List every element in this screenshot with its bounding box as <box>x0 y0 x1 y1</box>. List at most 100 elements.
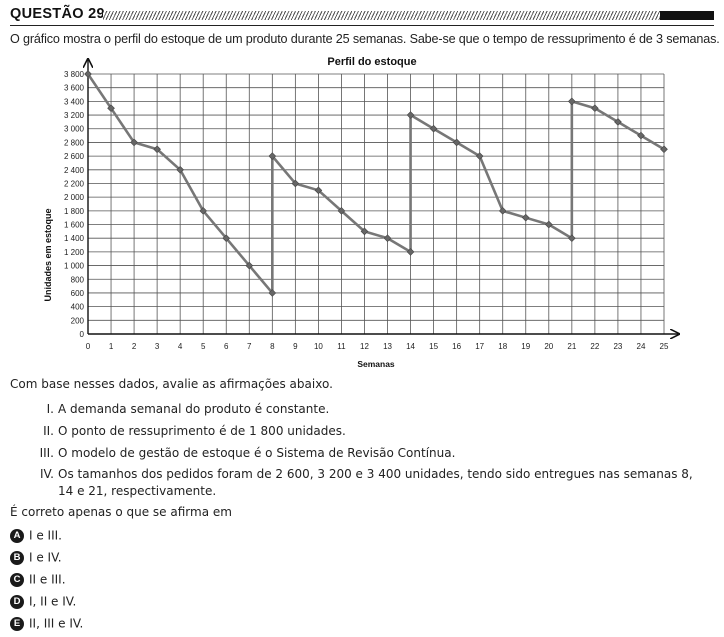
statement-text: A demanda semanal do produto é constante… <box>58 402 330 416</box>
x-tick-label: 6 <box>224 342 229 351</box>
option-d[interactable]: D I, II e IV. <box>10 594 76 610</box>
x-tick-label: 3 <box>155 342 160 351</box>
intro-text: O gráfico mostra o perfil do estoque de … <box>10 32 720 46</box>
option-text: I e III. <box>29 528 62 543</box>
option-letter-badge: D <box>10 594 24 609</box>
option-a[interactable]: A I e III. <box>10 528 62 544</box>
y-tick-label: 0 <box>80 330 85 339</box>
x-tick-label: 7 <box>247 342 252 351</box>
data-point <box>176 165 184 174</box>
data-point <box>360 227 369 236</box>
x-tick-label: 11 <box>337 342 346 351</box>
data-point <box>521 213 530 222</box>
option-b[interactable]: B I e IV. <box>10 550 62 566</box>
x-tick-label: 0 <box>86 342 91 351</box>
data-point <box>245 261 254 270</box>
x-tick-label: 23 <box>613 342 622 351</box>
data-point <box>591 104 599 113</box>
data-point <box>268 289 277 297</box>
statement-text: O modelo de gestão de estoque é o Sistem… <box>58 446 456 460</box>
statement-text: O ponto de ressuprimento é de 1 800 unid… <box>58 424 346 438</box>
chart-axes <box>88 60 678 334</box>
data-point <box>199 207 208 215</box>
statement-number: IV. <box>39 467 54 481</box>
statement-text: Os tamanhos dos pedidos foram de 2 600, … <box>58 467 693 498</box>
statement-number: I. <box>46 402 54 416</box>
y-tick-label: 600 <box>71 289 85 298</box>
data-point <box>475 152 484 160</box>
x-tick-label: 18 <box>498 342 507 351</box>
y-tick-label: 1 000 <box>64 262 85 271</box>
data-point <box>107 104 115 113</box>
option-letter-badge: B <box>10 550 24 565</box>
y-tick-label: 800 <box>71 275 85 284</box>
x-tick-labels: 0 1 2 3 4 5 6 7 8 9 10 11 12 13 14 15 16 17 18 19 20 21 22 23 24… <box>86 342 669 351</box>
x-tick-label: 17 <box>475 342 484 351</box>
data-point <box>498 207 507 215</box>
x-tick-label: 13 <box>383 342 392 351</box>
statement-number: III. <box>39 446 54 460</box>
data-point <box>291 179 300 188</box>
x-tick-label: 20 <box>544 342 553 351</box>
data-point <box>268 152 277 160</box>
data-point <box>406 111 415 119</box>
statement-number: II. <box>43 424 54 438</box>
chart-title: Perfil do estoque <box>327 56 416 68</box>
x-tick-label: 9 <box>293 342 298 351</box>
option-letter-badge: E <box>10 616 24 631</box>
y-tick-label: 1 600 <box>64 221 85 230</box>
x-tick-label: 25 <box>660 342 669 351</box>
option-text: II, III e IV. <box>29 616 84 631</box>
option-c[interactable]: C II e III. <box>10 572 66 588</box>
y-tick-label: 2 800 <box>64 138 85 147</box>
data-point <box>660 145 668 154</box>
header-solid-bar <box>660 11 714 20</box>
y-tick-label: 1 400 <box>64 234 85 243</box>
x-tick-label: 8 <box>270 342 275 351</box>
data-point <box>544 220 553 229</box>
data-point <box>222 234 231 243</box>
data-point <box>406 248 415 256</box>
y-tick-label: 2 600 <box>64 152 85 161</box>
y-tick-labels: 0 200 400 600 800 1 000 1 200 1 400 1 600 1 800 2 … <box>64 70 85 339</box>
y-tick-label: 1 200 <box>64 248 85 257</box>
x-tick-label: 22 <box>590 342 599 351</box>
data-point <box>568 234 576 243</box>
x-tick-label: 24 <box>637 342 646 351</box>
x-tick-label: 2 <box>132 342 137 351</box>
y-tick-label: 3 000 <box>64 125 85 134</box>
y-tick-label: 200 <box>71 316 85 325</box>
x-tick-label: 10 <box>314 342 323 351</box>
data-point <box>614 118 622 126</box>
x-tick-label: 14 <box>406 342 415 351</box>
chart-grid <box>88 73 665 334</box>
data-point <box>383 234 392 243</box>
option-text: I, II e IV. <box>29 594 77 609</box>
data-point <box>153 145 161 154</box>
y-tick-label: 1 800 <box>64 207 85 216</box>
question-title: QUESTÃO 29 <box>10 6 105 22</box>
y-tick-label: 3 800 <box>64 70 85 79</box>
y-tick-label: 400 <box>71 303 85 312</box>
x-tick-label: 1 <box>109 342 114 351</box>
x-axis-label: Semanas <box>357 359 395 369</box>
header-rule <box>10 25 714 26</box>
data-point <box>84 70 92 78</box>
x-tick-label: 19 <box>521 342 530 351</box>
option-letter-badge: C <box>10 572 24 587</box>
y-tick-label: 3 200 <box>64 111 85 120</box>
data-point <box>337 207 346 215</box>
x-tick-label: 16 <box>452 342 461 351</box>
y-tick-label: 2 000 <box>64 193 85 202</box>
option-e[interactable]: E II, III e IV. <box>10 616 83 632</box>
data-point <box>314 186 323 195</box>
data-point <box>568 97 576 106</box>
y-axis-label: Unidades em estoque <box>43 208 53 301</box>
header-hatch-bar <box>103 11 660 20</box>
x-tick-label: 21 <box>567 342 576 351</box>
y-tick-label: 2 400 <box>64 166 85 175</box>
y-tick-label: 3 600 <box>64 84 85 93</box>
x-tick-label: 5 <box>201 342 206 351</box>
data-point <box>452 138 461 147</box>
